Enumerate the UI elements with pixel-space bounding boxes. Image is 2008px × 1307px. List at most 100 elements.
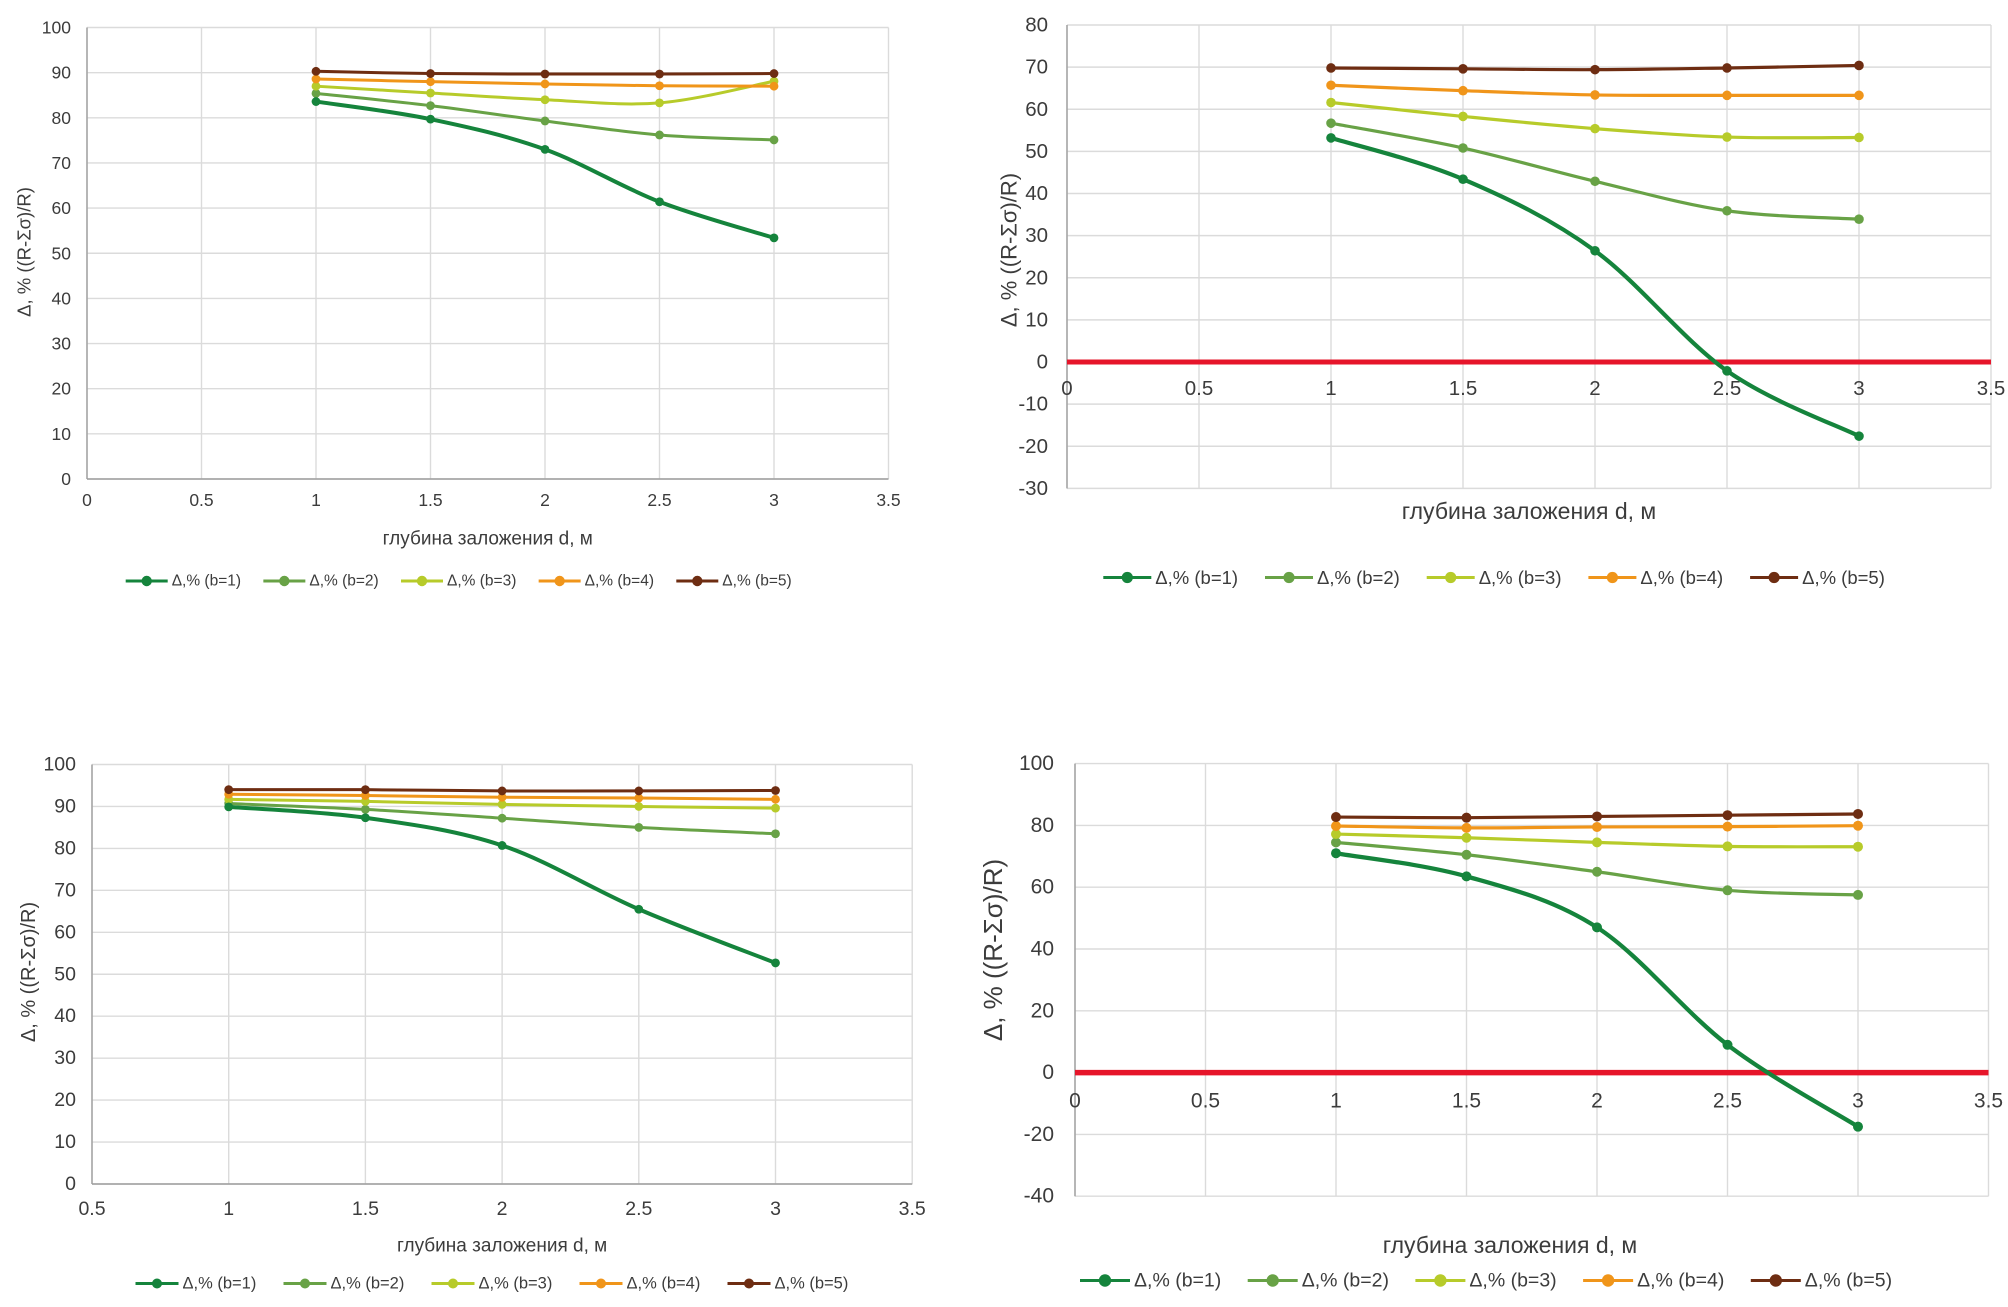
svg-text:3.5: 3.5 [1974, 1089, 2003, 1112]
svg-text:Δ,% (b=5): Δ,% (b=5) [722, 573, 791, 590]
svg-text:3: 3 [1852, 1089, 1864, 1112]
svg-text:Δ, % ((R-Σσ)/R): Δ, % ((R-Σσ)/R) [997, 173, 1022, 327]
svg-text:0: 0 [65, 1173, 76, 1195]
svg-text:20: 20 [1031, 999, 1054, 1022]
svg-text:80: 80 [1031, 814, 1054, 837]
svg-text:глубина заложения d, м: глубина заложения d, м [397, 1236, 607, 1257]
svg-text:1: 1 [311, 490, 321, 510]
svg-text:3: 3 [770, 1198, 781, 1220]
svg-text:40: 40 [54, 1005, 76, 1027]
svg-text:2.5: 2.5 [647, 490, 671, 510]
svg-text:1.5: 1.5 [1452, 1089, 1481, 1112]
svg-text:0.5: 0.5 [1185, 377, 1214, 400]
svg-text:Δ,% (b=2): Δ,% (b=2) [331, 1275, 405, 1293]
svg-text:100: 100 [1019, 752, 1054, 775]
svg-text:Δ,% (b=5): Δ,% (b=5) [1805, 1270, 1892, 1292]
svg-text:2: 2 [1591, 1089, 1603, 1112]
svg-text:0.5: 0.5 [78, 1198, 105, 1220]
svg-text:1: 1 [1330, 1089, 1342, 1112]
svg-text:Δ,% (b=3): Δ,% (b=3) [1469, 1270, 1556, 1292]
svg-text:2.5: 2.5 [1713, 1089, 1742, 1112]
svg-text:70: 70 [52, 153, 72, 173]
svg-text:Δ,% (b=2): Δ,% (b=2) [1317, 567, 1400, 588]
svg-text:70: 70 [1025, 56, 1048, 79]
svg-text:Δ,% (b=2): Δ,% (b=2) [309, 573, 378, 590]
svg-text:Δ, % ((R-Σσ)/R): Δ, % ((R-Σσ)/R) [18, 902, 40, 1042]
svg-text:40: 40 [52, 288, 72, 308]
svg-text:0: 0 [1069, 1089, 1081, 1112]
svg-text:глубина заложения d, м: глубина заложения d, м [1402, 498, 1656, 524]
svg-text:50: 50 [54, 963, 76, 985]
svg-text:1: 1 [1325, 377, 1336, 400]
svg-text:80: 80 [52, 108, 72, 128]
svg-text:90: 90 [54, 795, 76, 817]
svg-text:0: 0 [61, 469, 71, 489]
svg-text:50: 50 [52, 243, 72, 263]
svg-text:2.5: 2.5 [625, 1198, 652, 1220]
svg-text:1.5: 1.5 [1449, 377, 1478, 400]
svg-text:Δ,% (b=4): Δ,% (b=4) [1640, 567, 1723, 588]
svg-text:3: 3 [769, 490, 779, 510]
svg-text:Δ,% (b=1): Δ,% (b=1) [172, 573, 241, 590]
svg-text:30: 30 [52, 334, 72, 354]
svg-text:40: 40 [1025, 182, 1048, 205]
svg-text:-20: -20 [1018, 435, 1048, 458]
svg-text:-20: -20 [1024, 1123, 1054, 1146]
svg-text:10: 10 [52, 424, 72, 444]
svg-text:60: 60 [1031, 876, 1054, 899]
svg-text:10: 10 [54, 1131, 76, 1153]
svg-text:100: 100 [42, 18, 71, 38]
svg-text:глубина заложения d, м: глубина заложения d, м [383, 529, 593, 550]
svg-text:3.5: 3.5 [876, 490, 900, 510]
svg-text:Δ,% (b=1): Δ,% (b=1) [1155, 567, 1238, 588]
svg-text:Δ,% (b=4): Δ,% (b=4) [627, 1275, 701, 1293]
svg-text:1.5: 1.5 [352, 1198, 379, 1220]
svg-text:2: 2 [497, 1198, 508, 1220]
svg-text:Δ,% (b=5): Δ,% (b=5) [775, 1275, 849, 1293]
svg-text:30: 30 [54, 1047, 76, 1069]
svg-text:Δ,% (b=3): Δ,% (b=3) [1479, 567, 1562, 588]
svg-text:глубина заложения d, м: глубина заложения d, м [1383, 1232, 1637, 1258]
svg-text:Δ,% (b=5): Δ,% (b=5) [1802, 567, 1885, 588]
svg-text:10: 10 [1025, 308, 1048, 331]
svg-text:-10: -10 [1018, 393, 1048, 416]
svg-text:Δ,% (b=3): Δ,% (b=3) [447, 573, 516, 590]
svg-text:Δ,% (b=4): Δ,% (b=4) [585, 573, 654, 590]
svg-text:50: 50 [1025, 140, 1048, 163]
svg-text:Δ,% (b=4): Δ,% (b=4) [1637, 1270, 1724, 1292]
svg-text:80: 80 [1025, 14, 1048, 37]
svg-text:20: 20 [1025, 266, 1048, 289]
svg-text:-40: -40 [1024, 1185, 1054, 1208]
svg-text:0: 0 [1042, 1061, 1054, 1084]
svg-text:70: 70 [54, 879, 76, 901]
svg-text:0: 0 [1061, 377, 1072, 400]
svg-text:Δ,% (b=1): Δ,% (b=1) [183, 1275, 257, 1293]
svg-text:80: 80 [54, 837, 76, 859]
svg-text:0.5: 0.5 [189, 490, 213, 510]
svg-text:40: 40 [1031, 938, 1054, 961]
svg-text:2.5: 2.5 [1713, 377, 1742, 400]
svg-text:0: 0 [82, 490, 92, 510]
svg-text:0.5: 0.5 [1191, 1089, 1220, 1112]
svg-text:30: 30 [1025, 224, 1048, 247]
svg-text:-30: -30 [1018, 477, 1048, 500]
svg-text:90: 90 [52, 63, 72, 83]
svg-text:20: 20 [54, 1089, 76, 1111]
svg-text:60: 60 [1025, 98, 1048, 121]
svg-text:60: 60 [54, 921, 76, 943]
svg-text:0: 0 [1037, 351, 1048, 374]
svg-text:Δ, % ((R-Σσ)/R): Δ, % ((R-Σσ)/R) [978, 859, 1008, 1041]
svg-text:Δ,% (b=2): Δ,% (b=2) [1302, 1270, 1389, 1292]
svg-text:2: 2 [1589, 377, 1600, 400]
svg-text:1.5: 1.5 [418, 490, 442, 510]
svg-text:3.5: 3.5 [1977, 377, 2006, 400]
svg-text:20: 20 [52, 379, 72, 399]
svg-text:Δ,% (b=3): Δ,% (b=3) [479, 1275, 553, 1293]
svg-text:Δ, % ((R-Σσ)/R): Δ, % ((R-Σσ)/R) [14, 187, 35, 317]
svg-text:100: 100 [43, 754, 76, 776]
svg-text:2: 2 [540, 490, 550, 510]
svg-text:60: 60 [52, 198, 72, 218]
svg-text:Δ,% (b=1): Δ,% (b=1) [1134, 1270, 1221, 1292]
svg-text:3: 3 [1853, 377, 1864, 400]
svg-text:3.5: 3.5 [899, 1198, 926, 1220]
